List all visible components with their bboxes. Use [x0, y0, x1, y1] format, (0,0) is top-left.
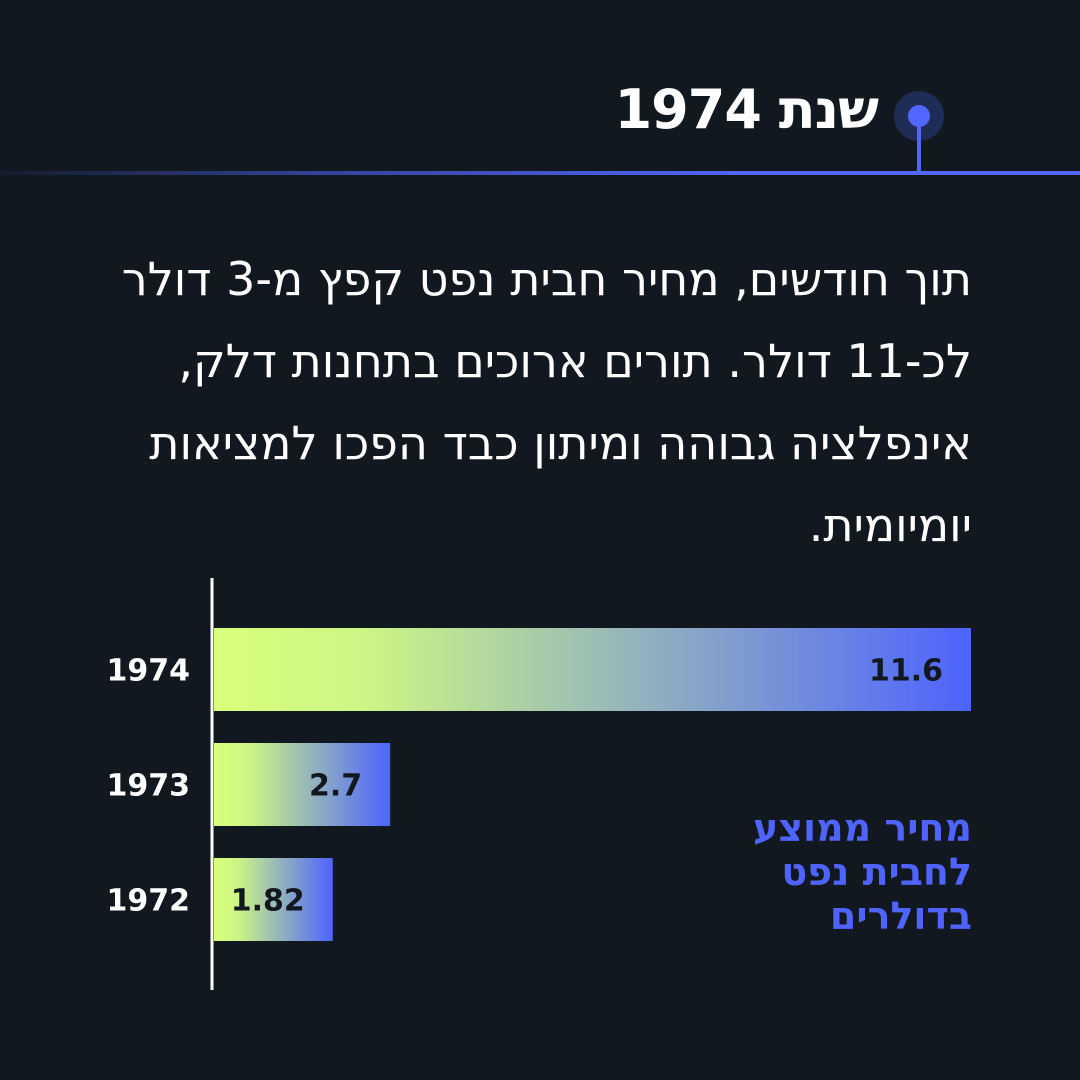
bar-1974	[214, 628, 971, 711]
category-label: 1974	[107, 654, 191, 689]
body-paragraph: תוך חודשים, מחיר חבית נפט קפץ מ-3 דולר ל…	[121, 252, 972, 552]
timeline-dot-icon	[908, 105, 930, 127]
category-label: 1972	[107, 884, 191, 919]
bar-1973	[214, 743, 391, 826]
bar-value-label: 11.6	[869, 654, 943, 689]
timeline-line	[0, 171, 1080, 175]
page-title: שנת 1974	[614, 78, 879, 141]
chart-legend: מחיר ממוצע לחבית נפט בדולרים	[752, 806, 972, 938]
bar-1972	[214, 858, 333, 941]
bar-value-label: 1.82	[231, 884, 305, 919]
category-label: 1973	[107, 769, 191, 804]
timeline-dot-stem	[917, 125, 921, 173]
bar-value-label: 2.7	[309, 769, 362, 804]
